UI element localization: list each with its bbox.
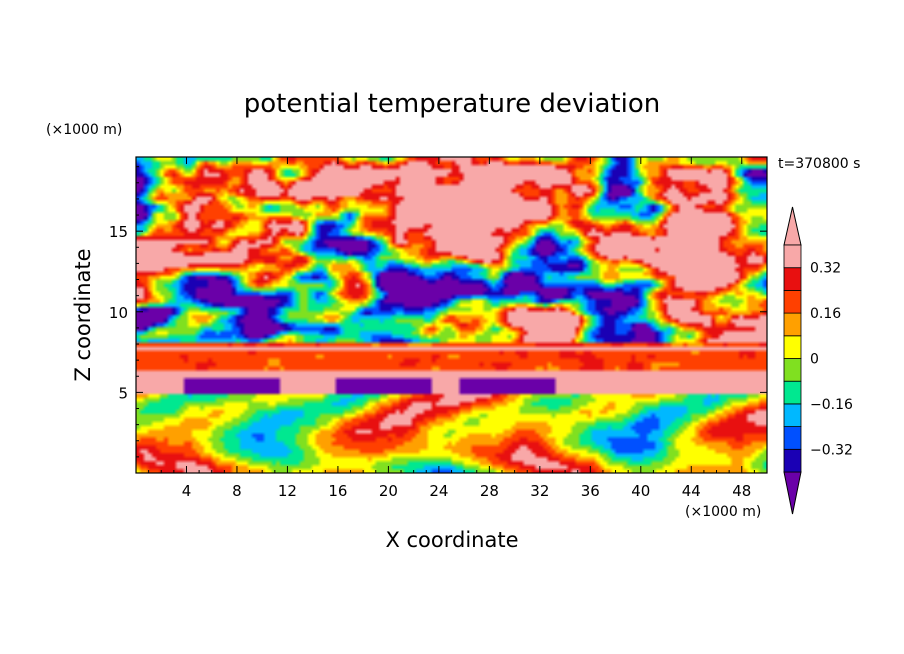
x-tick-label: 32 [530, 482, 549, 500]
colorbar-under-arrow [783, 471, 802, 515]
colorbar: 0.32 0.16 0 −0.16 −0.32 [783, 206, 853, 515]
colorbar-swatch [783, 289, 802, 314]
y-unit-label: (×1000 m) [46, 122, 122, 138]
colorbar-swatch [783, 267, 802, 291]
x-tick-label: 4 [182, 482, 192, 500]
x-tick-label: 36 [581, 482, 600, 500]
temperature-field [136, 157, 767, 473]
x-tick-label: 28 [480, 482, 499, 500]
colorbar-swatch [783, 312, 802, 337]
x-axis-label: X coordinate [385, 528, 518, 552]
x-axis: 4 8 12 16 20 24 28 32 36 40 44 48 [148, 157, 755, 500]
x-tick-label: 48 [732, 482, 751, 500]
x-unit-label: (×1000 m) [685, 504, 761, 520]
x-tick-label: 40 [631, 482, 650, 500]
colorbar-swatch [783, 358, 802, 382]
colorbar-label: −0.32 [810, 442, 853, 458]
x-tick-label: 24 [429, 482, 448, 500]
colorbar-swatch [783, 244, 802, 269]
colorbar-swatch [783, 403, 802, 427]
time-label: t=370800 s [778, 156, 860, 172]
colorbar-swatch [783, 448, 802, 473]
x-tick-label: 16 [328, 482, 347, 500]
plot-area [136, 157, 767, 473]
colorbar-label: −0.16 [810, 397, 853, 413]
y-axis: 5 10 15 [109, 166, 767, 458]
y-tick-label: 15 [109, 223, 128, 241]
colorbar-swatch [783, 335, 802, 359]
x-tick-label: 44 [682, 482, 701, 500]
colorbar-swatch [783, 426, 802, 450]
y-tick-label: 5 [118, 384, 128, 402]
x-tick-label: 12 [278, 482, 297, 500]
colorbar-label: 0.32 [810, 261, 841, 277]
colorbar-label: 0.16 [810, 306, 841, 322]
y-tick-label: 10 [109, 304, 128, 322]
colorbar-label: 0 [810, 352, 819, 368]
colorbar-over-arrow [783, 206, 802, 246]
colorbar-swatch [783, 380, 802, 405]
y-axis-label: Z coordinate [71, 248, 95, 381]
x-tick-label: 8 [232, 482, 242, 500]
chart-title: potential temperature deviation [244, 89, 660, 119]
x-tick-label: 20 [379, 482, 398, 500]
